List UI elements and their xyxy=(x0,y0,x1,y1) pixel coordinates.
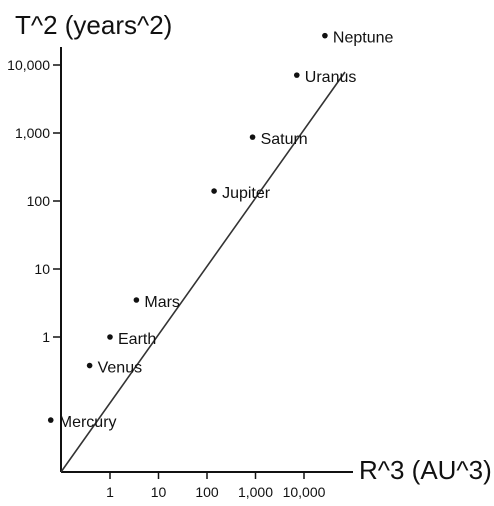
data-point xyxy=(249,134,256,140)
y-axis-title: T^2 (years^2) xyxy=(15,10,172,40)
x-tick-labels: 1 10 100 1,000 10,000 xyxy=(106,472,326,500)
data-point xyxy=(211,188,217,194)
point-label: Mars xyxy=(144,294,180,311)
point-label: Saturn xyxy=(261,131,308,148)
point-label: Neptune xyxy=(333,30,394,47)
point-label: Jupiter xyxy=(222,185,271,202)
y-tick-label: 100 xyxy=(27,193,51,209)
point-label: Mercury xyxy=(59,414,117,431)
point-label: Venus xyxy=(98,360,142,377)
fit-line xyxy=(60,71,346,473)
x-tick-label: 100 xyxy=(195,484,219,500)
x-tick-label: 10,000 xyxy=(283,484,326,500)
y-tick-label: 10,000 xyxy=(7,57,50,73)
fit-line-layer xyxy=(60,71,346,473)
y-tick-labels: 1 10 100 1,000 10,000 xyxy=(7,57,61,345)
data-point xyxy=(293,72,300,78)
y-tick-label: 1,000 xyxy=(15,125,50,141)
point-label: Earth xyxy=(118,331,156,348)
data-points: Mercury Venus Earth Mars Jupiter Saturn Uranus… xyxy=(47,30,394,431)
y-tick-label: 10 xyxy=(34,261,50,277)
data-point xyxy=(322,32,328,39)
point-label: Uranus xyxy=(305,69,357,86)
x-tick-label: 1 xyxy=(106,484,114,500)
axes xyxy=(60,47,353,473)
x-tick-label: 10 xyxy=(151,484,167,500)
x-tick-label: 1,000 xyxy=(238,484,273,500)
data-point xyxy=(86,362,93,369)
data-point xyxy=(133,297,140,303)
data-point xyxy=(107,334,113,340)
x-axis-title: R^3 (AU^3) xyxy=(359,455,492,485)
data-point xyxy=(47,417,54,423)
y-tick-label: 1 xyxy=(42,329,50,345)
